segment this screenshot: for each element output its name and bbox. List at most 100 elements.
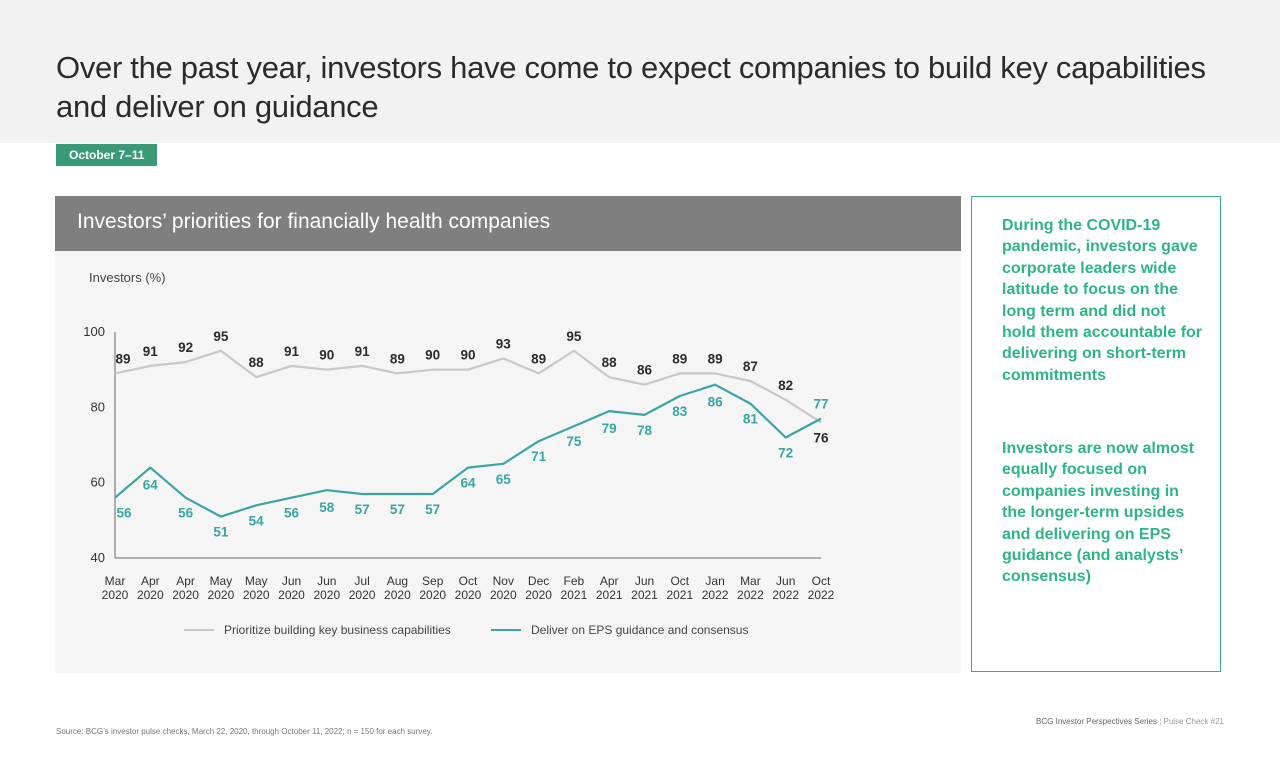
x-tick-year: 2020 [490,588,517,602]
x-tick-month: Aug [387,574,408,588]
data-label: 95 [213,329,229,344]
series-separator: | [1159,717,1162,726]
data-label: 90 [425,348,440,363]
series-label: BCG Investor Perspectives Series | Pulse… [1036,717,1224,726]
x-tick-year: 2020 [419,588,446,602]
x-tick-month: Jun [776,574,795,588]
x-tick-year: 2022 [772,588,799,602]
series-line-2 [114,383,822,518]
x-tick-year: 2020 [137,588,164,602]
x-tick-month: Dec [528,574,549,588]
legend-label-1: Prioritize building key business capabil… [224,623,451,637]
x-tick-year: 2020 [313,588,340,602]
data-label: 56 [178,506,194,521]
x-tick-year: 2020 [172,588,199,602]
data-label: 57 [390,502,405,517]
data-label: 81 [743,412,759,427]
data-label: 51 [213,525,229,540]
x-tick-year: 2022 [808,588,835,602]
x-tick-year: 2021 [631,588,658,602]
x-tick-year: 2021 [596,588,623,602]
data-label: 77 [813,397,828,412]
data-label: 89 [115,351,130,366]
data-label: 83 [672,404,688,419]
series-line-1 [114,349,822,424]
x-tick-month: Feb [564,574,585,588]
y-tick-label: 80 [91,399,105,414]
header-band [0,0,1280,143]
data-label: 87 [743,359,758,374]
x-tick-month: Oct [459,574,478,588]
y-axis-label: Investors (%) [89,270,166,285]
x-tick-month: Apr [600,574,619,588]
x-tick-year: 2022 [702,588,729,602]
date-badge: October 7–11 [56,144,158,166]
data-label: 76 [813,430,829,445]
x-tick-month: Jan [705,574,724,588]
x-tick-year: 2020 [384,588,411,602]
x-tick-year: 2021 [561,588,588,602]
insight-box: During the COVID-19 pandemic, investors … [971,196,1221,672]
x-tick-year: 2020 [208,588,235,602]
data-label: 90 [460,348,475,363]
x-tick-month: Sep [422,574,444,588]
data-label: 82 [778,378,793,393]
x-tick-year: 2020 [243,588,270,602]
data-label: 79 [602,421,617,436]
chart-panel: Investors’ priorities for financially he… [55,196,961,673]
data-label: 89 [672,351,687,366]
line-chart: Investors (%)406080100Mar2020Apr2020Apr2… [83,270,835,637]
data-label: 71 [531,449,547,464]
data-label: 86 [637,363,653,378]
data-label: 91 [355,344,371,359]
x-tick-month: Oct [812,574,831,588]
x-tick-month: Jul [354,574,369,588]
data-label: 56 [284,506,300,521]
x-tick-month: Apr [176,574,195,588]
data-label: 91 [284,344,300,359]
data-label: 88 [249,355,265,370]
chart-title: Investors’ priorities for financially he… [77,210,551,233]
x-tick-month: Jun [635,574,654,588]
x-tick-year: 2021 [666,588,693,602]
y-tick-label: 60 [91,475,105,490]
insight-paragraph-1: During the COVID-19 pandemic, investors … [1002,217,1203,384]
data-label: 75 [566,434,582,449]
source-note: Source: BCG’s investor pulse checks, Mar… [56,727,433,736]
data-label: 54 [249,513,265,528]
pulse-check-label: Pulse Check #21 [1163,717,1224,726]
x-tick-month: Mar [740,574,761,588]
data-label: 92 [178,340,193,355]
data-label: 90 [319,348,334,363]
data-label: 64 [460,476,476,491]
data-label: 86 [708,395,724,410]
data-label: 93 [496,336,512,351]
data-label: 91 [143,344,159,359]
data-label: 57 [355,502,370,517]
data-label: 89 [390,351,405,366]
x-tick-year: 2020 [102,588,129,602]
series-name: BCG Investor Perspectives Series [1036,717,1157,726]
data-label: 58 [319,500,335,515]
x-tick-month: May [210,574,233,588]
x-tick-year: 2020 [349,588,376,602]
legend-label-2: Deliver on EPS guidance and consensus [531,623,748,637]
x-tick-month: Mar [105,574,126,588]
x-tick-year: 2020 [455,588,482,602]
x-tick-year: 2020 [278,588,305,602]
y-tick-label: 40 [91,550,105,565]
insight-paragraph-2: Investors are now almost equally focused… [1002,440,1195,586]
x-tick-month: Nov [493,574,514,588]
data-label: 88 [602,355,618,370]
data-label: 72 [778,445,793,460]
data-label: 89 [708,351,723,366]
data-label: 95 [566,329,582,344]
x-tick-month: Jun [282,574,301,588]
x-tick-month: May [245,574,268,588]
data-label: 57 [425,502,440,517]
x-tick-month: Apr [141,574,160,588]
data-label: 64 [143,478,159,493]
data-label: 56 [116,506,132,521]
page-title: Over the past year, investors have come … [56,50,1206,124]
x-tick-month: Jun [317,574,336,588]
